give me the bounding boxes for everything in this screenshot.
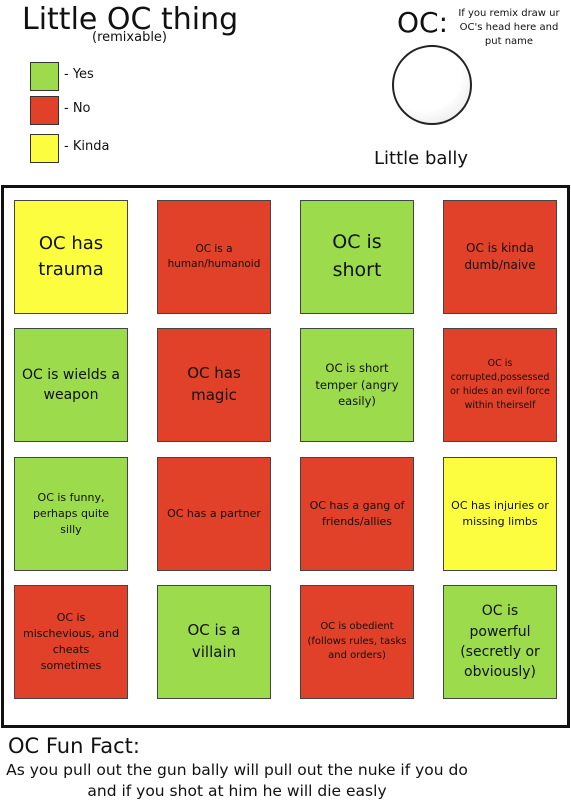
grid-cell: OC is wields a weapon xyxy=(14,328,128,442)
oc-head xyxy=(392,45,472,125)
grid-cell: OC is a villain xyxy=(157,585,271,699)
grid-cell: OC is kinda dumb/naive xyxy=(443,200,557,314)
subtitle: (remixable) xyxy=(92,30,167,45)
grid-cell: OC is mischevious, and cheats sometimes xyxy=(14,585,128,699)
fun-fact-text: As you pull out the gun bally will pull … xyxy=(6,761,468,800)
grid-cell: OC has magic xyxy=(157,328,271,442)
legend-label: - No xyxy=(64,101,91,116)
grid-cell: OC has injuries or missing limbs xyxy=(443,457,557,571)
grid-cell: OC is short xyxy=(300,200,414,314)
legend-swatch xyxy=(30,96,59,125)
grid-frame xyxy=(1,185,570,728)
legend-swatch xyxy=(30,62,59,91)
grid-cell: OC is short temper (angry easily) xyxy=(300,328,414,442)
grid-cell: OC is a human/humanoid xyxy=(157,200,271,314)
oc-label: OC: xyxy=(397,6,449,39)
legend-swatch xyxy=(30,134,59,163)
fun-fact-title: OC Fun Fact: xyxy=(8,734,140,758)
grid-cell: OC is obedient (follows rules, tasks and… xyxy=(300,585,414,699)
grid-cell: OC has a gang of friends/allies xyxy=(300,457,414,571)
title: Little OC thing xyxy=(22,2,239,37)
grid-cell: OC is powerful (secretly or obviously) xyxy=(443,585,557,699)
legend-label: - Kinda xyxy=(64,139,110,154)
legend-label: - Yes xyxy=(64,67,94,82)
grid-cell: OC is funny, perhaps quite silly xyxy=(14,457,128,571)
grid-cell: OC has trauma xyxy=(14,200,128,314)
oc-note: If you remix draw ur OC's head here and … xyxy=(458,8,560,47)
grid-cell: OC is corrupted,possessed or hides an ev… xyxy=(443,328,557,442)
grid-cell: OC has a partner xyxy=(157,457,271,571)
oc-name: Little bally xyxy=(374,148,469,169)
